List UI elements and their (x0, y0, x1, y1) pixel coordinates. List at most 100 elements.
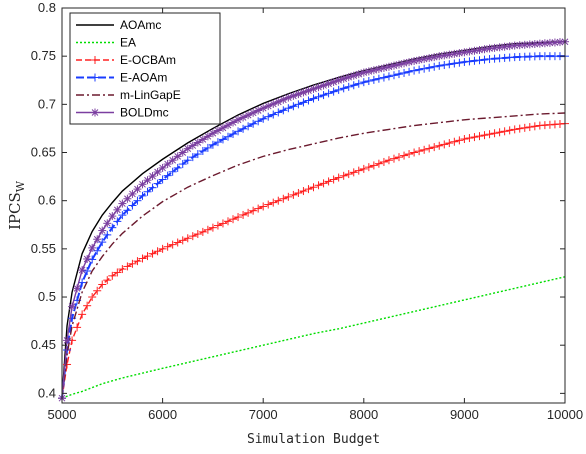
data-point (244, 208, 253, 217)
data-point (173, 163, 182, 172)
data-point (98, 280, 107, 289)
series-E-OCBAm (58, 119, 569, 403)
data-point (178, 160, 187, 169)
data-point (364, 163, 373, 172)
data-point (515, 124, 524, 133)
data-point (395, 70, 404, 79)
data-point (415, 147, 424, 156)
data-point (103, 276, 112, 285)
data-point (495, 43, 504, 52)
data-point (450, 137, 459, 146)
data-point (460, 57, 469, 66)
legend-marker (91, 73, 99, 82)
data-point (319, 179, 328, 188)
data-point (384, 62, 393, 71)
legend-item: E-AOAm (76, 71, 167, 85)
data-point (410, 66, 419, 75)
data-point (198, 135, 207, 144)
data-point (183, 156, 192, 165)
legend-box (69, 12, 221, 125)
data-point (208, 223, 217, 232)
data-point (138, 191, 147, 200)
data-point (304, 185, 313, 194)
data-point (88, 293, 97, 302)
series-m-LinGapE (61, 112, 566, 399)
svg-text:IPCSW: IPCSW (6, 180, 27, 230)
data-point (400, 151, 409, 160)
data-point (254, 117, 263, 126)
data-point (440, 140, 449, 149)
data-point (198, 227, 207, 236)
data-point (520, 123, 529, 132)
data-point (495, 128, 504, 137)
data-point (445, 60, 454, 69)
data-point (203, 225, 212, 234)
data-point (309, 183, 318, 192)
data-point (78, 278, 87, 287)
legend-label: AOAmc (120, 18, 161, 32)
legend: AOAmc EA E-OCBAm E-AOAm m-LinGapE BOLDmc (69, 12, 221, 125)
series-AOAmc (61, 41, 566, 399)
data-point (259, 114, 268, 123)
data-point (334, 173, 343, 182)
x-tick-label: 6000 (148, 407, 177, 422)
y-tick-label: 0.75 (31, 48, 56, 63)
axes-box (61, 7, 566, 404)
data-point (369, 66, 378, 75)
y-tick-label: 0.45 (31, 337, 56, 352)
data-point (410, 148, 419, 157)
data-point (173, 152, 182, 161)
data-point (158, 175, 167, 184)
data-point (203, 143, 212, 152)
data-point (193, 230, 202, 239)
data-point (470, 56, 479, 65)
data-point (359, 68, 368, 77)
series-EA (61, 276, 566, 399)
data-point (339, 84, 348, 93)
y-tick-label: 0.55 (31, 241, 56, 256)
series-line (61, 122, 566, 399)
data-point (229, 118, 238, 127)
data-point (420, 145, 429, 154)
y-axis-title-subscript: W (14, 180, 27, 192)
data-point (480, 55, 489, 64)
data-point (168, 240, 177, 249)
data-point (153, 247, 162, 256)
data-point (379, 73, 388, 82)
data-point (339, 171, 348, 180)
data-point (83, 301, 92, 310)
data-point (103, 230, 112, 239)
data-point (73, 323, 82, 332)
data-point (118, 265, 127, 274)
legend-label: E-OCBAm (120, 53, 176, 67)
data-point (88, 243, 97, 252)
data-point (78, 310, 87, 319)
y-axis-title: IPCSW (6, 180, 27, 230)
data-point (440, 61, 449, 70)
data-point (133, 196, 142, 205)
data-point (143, 176, 152, 185)
data-point (223, 132, 232, 141)
data-point (510, 125, 519, 134)
data-point (143, 187, 152, 196)
data-point (93, 235, 102, 244)
data-point (294, 188, 303, 197)
data-point (188, 153, 197, 162)
data-point (264, 200, 273, 209)
data-point (485, 130, 494, 139)
data-point (269, 198, 278, 207)
data-point (374, 74, 383, 83)
y-axis-title-main: IPCS (6, 192, 24, 230)
data-point (148, 172, 157, 181)
data-point (188, 232, 197, 241)
data-point (103, 219, 112, 228)
data-point (284, 192, 293, 201)
data-point (359, 78, 368, 87)
data-point (279, 194, 288, 203)
data-point (314, 92, 323, 101)
data-point (229, 215, 238, 224)
data-point (425, 63, 434, 72)
data-point (259, 202, 268, 211)
data-point (274, 108, 283, 117)
data-point (299, 98, 308, 107)
